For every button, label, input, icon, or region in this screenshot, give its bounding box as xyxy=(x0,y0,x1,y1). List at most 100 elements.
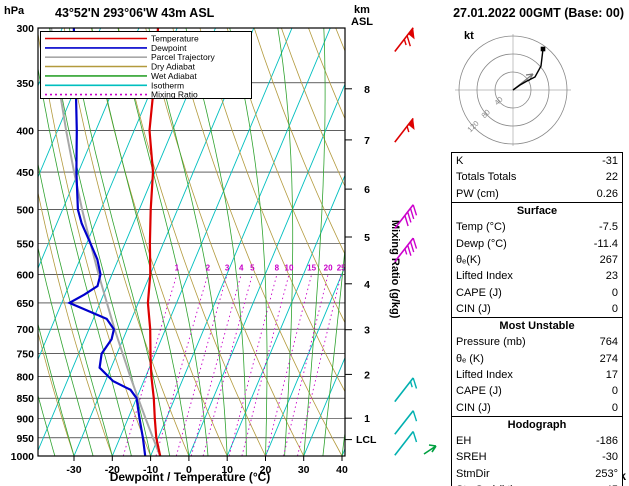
mixing-ratio-lines: 1 2 3 4 5 8 10 15 20 25 xyxy=(122,263,346,456)
stat-label: θₑ(K) xyxy=(456,253,481,266)
stat-label: Dewp (°C) xyxy=(456,237,507,250)
svg-text:500: 500 xyxy=(16,205,34,217)
stat-value: -186 xyxy=(595,435,618,448)
legend-label: Dry Adiabat xyxy=(151,62,196,72)
legend-label: Mixing Ratio xyxy=(151,90,198,100)
stat-label: SREH xyxy=(456,451,487,464)
svg-text:550: 550 xyxy=(16,239,34,251)
svg-text:20: 20 xyxy=(260,464,272,476)
stats-section: K -31 Totals Totals 22 PW (cm) 0.26 xyxy=(452,153,622,202)
stat-value: 23 xyxy=(605,270,618,283)
stat-label: StmSpd (kt) xyxy=(456,484,514,486)
stat-label: θₑ (K) xyxy=(456,352,484,365)
svg-text:800: 800 xyxy=(16,372,34,384)
svg-text:5: 5 xyxy=(364,232,370,244)
stat-value: -31 xyxy=(602,155,618,168)
km-axis-label: km xyxy=(354,4,370,16)
svg-text:20: 20 xyxy=(324,263,333,272)
parcel-trajectory-line xyxy=(50,28,162,456)
stat-value: -11.4 xyxy=(593,237,618,250)
stat-value: -30 xyxy=(602,451,618,464)
stat-value: 253° xyxy=(595,467,618,480)
svg-text:700: 700 xyxy=(16,324,34,336)
stat-value: 0 xyxy=(611,401,618,414)
dry-adiabat-lines xyxy=(38,28,345,456)
skewt-plot-area: 1 2 3 4 5 8 10 15 20 25 xyxy=(38,28,346,456)
stat-row: PW (cm) 0.26 xyxy=(452,186,622,202)
stat-row: StmSpd (kt) 45 xyxy=(452,482,622,486)
svg-text:650: 650 xyxy=(16,298,34,310)
svg-text:1: 1 xyxy=(364,413,370,425)
stats-section: Surface Temp (°C) -7.5 Dewp (°C) -11.4 θₑ(K) 2… xyxy=(452,201,622,317)
svg-text:2: 2 xyxy=(206,263,211,272)
hodograph-unit-label: kt xyxy=(464,30,474,42)
svg-text:40: 40 xyxy=(336,464,348,476)
dewpoint-line xyxy=(66,28,147,456)
stat-value: 274 xyxy=(599,352,618,365)
stats-section: Hodograph EH -186 SREH -30 StmDir 253° StmSpd (… xyxy=(452,415,622,486)
svg-text:5: 5 xyxy=(250,263,255,272)
svg-text:2: 2 xyxy=(364,369,370,381)
stat-label: EH xyxy=(456,435,472,448)
mixing-ratio-axis-label: Mixing Ratio (g/kg) xyxy=(389,220,401,319)
lcl-label: LCL xyxy=(356,434,377,446)
stat-value: 764 xyxy=(599,336,618,349)
stats-section-header: Hodograph xyxy=(507,418,567,431)
svg-text:300: 300 xyxy=(16,23,34,35)
temperature-line xyxy=(146,28,162,456)
legend-label: Dewpoint xyxy=(151,43,187,53)
svg-text:900: 900 xyxy=(16,414,34,426)
stat-row: K -31 xyxy=(452,153,622,169)
stat-label: StmDir xyxy=(456,467,490,480)
svg-text:-30: -30 xyxy=(66,464,81,476)
xaxis-title: Dewpoint / Temperature (°C) xyxy=(110,470,271,484)
stat-label: CAPE (J) xyxy=(456,385,502,398)
legend-label: Isotherm xyxy=(151,80,184,90)
temperature-axis: -30 -20 -10 0 10 20 30 40 xyxy=(66,456,348,476)
stat-label: Pressure (mb) xyxy=(456,336,526,349)
stats-section-header: Most Unstable xyxy=(499,320,575,333)
svg-text:950: 950 xyxy=(16,433,34,445)
svg-text:25: 25 xyxy=(337,263,346,272)
asl-axis-label: ASL xyxy=(351,16,373,28)
svg-text:3: 3 xyxy=(225,263,230,272)
hodograph-trace-end-marker xyxy=(540,46,546,52)
stat-label: Lifted Index xyxy=(456,270,513,283)
stat-label: Lifted Index xyxy=(456,369,513,381)
wind-barb xyxy=(394,431,418,456)
stat-value: 0 xyxy=(611,385,618,398)
stat-row: θₑ (K) 274 xyxy=(452,351,622,367)
hodograph-trace xyxy=(512,48,544,91)
svg-text:350: 350 xyxy=(16,78,34,90)
svg-text:-10: -10 xyxy=(143,464,158,476)
svg-text:0: 0 xyxy=(186,464,192,476)
stat-label: CIN (J) xyxy=(456,302,491,315)
svg-text:10: 10 xyxy=(221,464,233,476)
svg-text:6: 6 xyxy=(364,184,370,196)
svg-text:8: 8 xyxy=(275,263,280,272)
svg-text:15: 15 xyxy=(307,263,316,272)
legend-label: Temperature xyxy=(151,34,199,44)
plot-border xyxy=(37,27,346,457)
svg-text:1000: 1000 xyxy=(11,451,35,463)
svg-text:600: 600 xyxy=(16,269,34,281)
stat-label: K xyxy=(456,155,464,168)
svg-text:750: 750 xyxy=(16,349,34,361)
stat-row: Lifted Index 17 xyxy=(452,367,622,383)
stat-value: 0.26 xyxy=(596,187,618,200)
svg-text:7: 7 xyxy=(364,135,370,147)
stat-label: CIN (J) xyxy=(456,401,491,414)
svg-text:3: 3 xyxy=(364,325,370,337)
wind-barbs xyxy=(394,27,418,456)
stat-label: Totals Totals xyxy=(456,171,517,184)
svg-text:30: 30 xyxy=(298,464,310,476)
datetime-title: 27.01.2022 00GMT (Base: 00) xyxy=(453,6,624,20)
svg-text:450: 450 xyxy=(16,167,34,179)
stats-section-header: Surface xyxy=(516,205,558,218)
stat-label: Temp (°C) xyxy=(456,221,506,234)
stat-label: PW (cm) xyxy=(456,187,499,200)
stat-row: StmDir 253° xyxy=(452,466,622,482)
wind-barb xyxy=(394,117,415,143)
stat-value: 0 xyxy=(611,286,618,299)
